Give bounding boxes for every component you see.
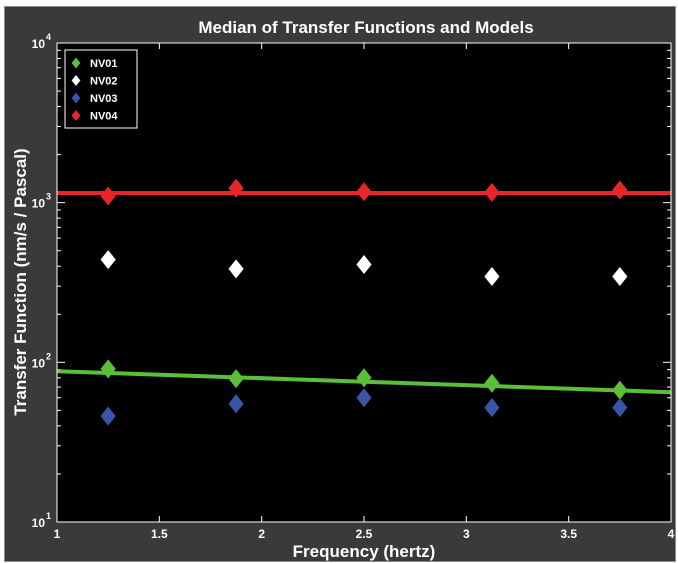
y-tick-base: 10 [32, 197, 46, 211]
y-tick-label: 10 4 [32, 32, 51, 51]
x-tick-label: 3 [463, 527, 470, 541]
y-tick-exponent: 4 [46, 32, 51, 42]
y-tick-exponent: 1 [46, 511, 51, 521]
x-axis-label: Frequency (hertz) [293, 542, 436, 561]
y-tick-label: 10 1 [32, 511, 51, 530]
x-tick-label: 4 [668, 527, 675, 541]
legend-label-nv01: NV01 [90, 58, 118, 70]
legend: NV01 NV02 NV03 NV04 [65, 50, 137, 128]
plot-area [57, 43, 671, 522]
y-tick-base: 10 [32, 37, 46, 51]
x-tick-label: 1 [54, 527, 61, 541]
legend-label-nv04: NV04 [90, 111, 118, 123]
y-tick-exponent: 2 [46, 351, 51, 361]
x-tick-labels: 1 1.5 2 2.5 3 3.5 4 [54, 527, 675, 541]
y-axis-label: Transfer Function (nm/s / Pascal) [11, 148, 30, 415]
x-tick-label: 1.5 [151, 527, 168, 541]
legend-label-nv03: NV03 [90, 93, 118, 105]
x-tick-label: 3.5 [560, 527, 577, 541]
y-tick-exponent: 3 [46, 192, 51, 202]
legend-label-nv02: NV02 [90, 76, 118, 88]
y-tick-label: 10 2 [32, 351, 51, 370]
x-tick-label: 2 [258, 527, 265, 541]
y-tick-label: 10 3 [32, 192, 51, 211]
chart-title: Median of Transfer Functions and Models [198, 18, 533, 37]
y-tick-base: 10 [32, 516, 46, 530]
x-tick-label: 2.5 [356, 527, 373, 541]
y-tick-base: 10 [32, 356, 46, 370]
